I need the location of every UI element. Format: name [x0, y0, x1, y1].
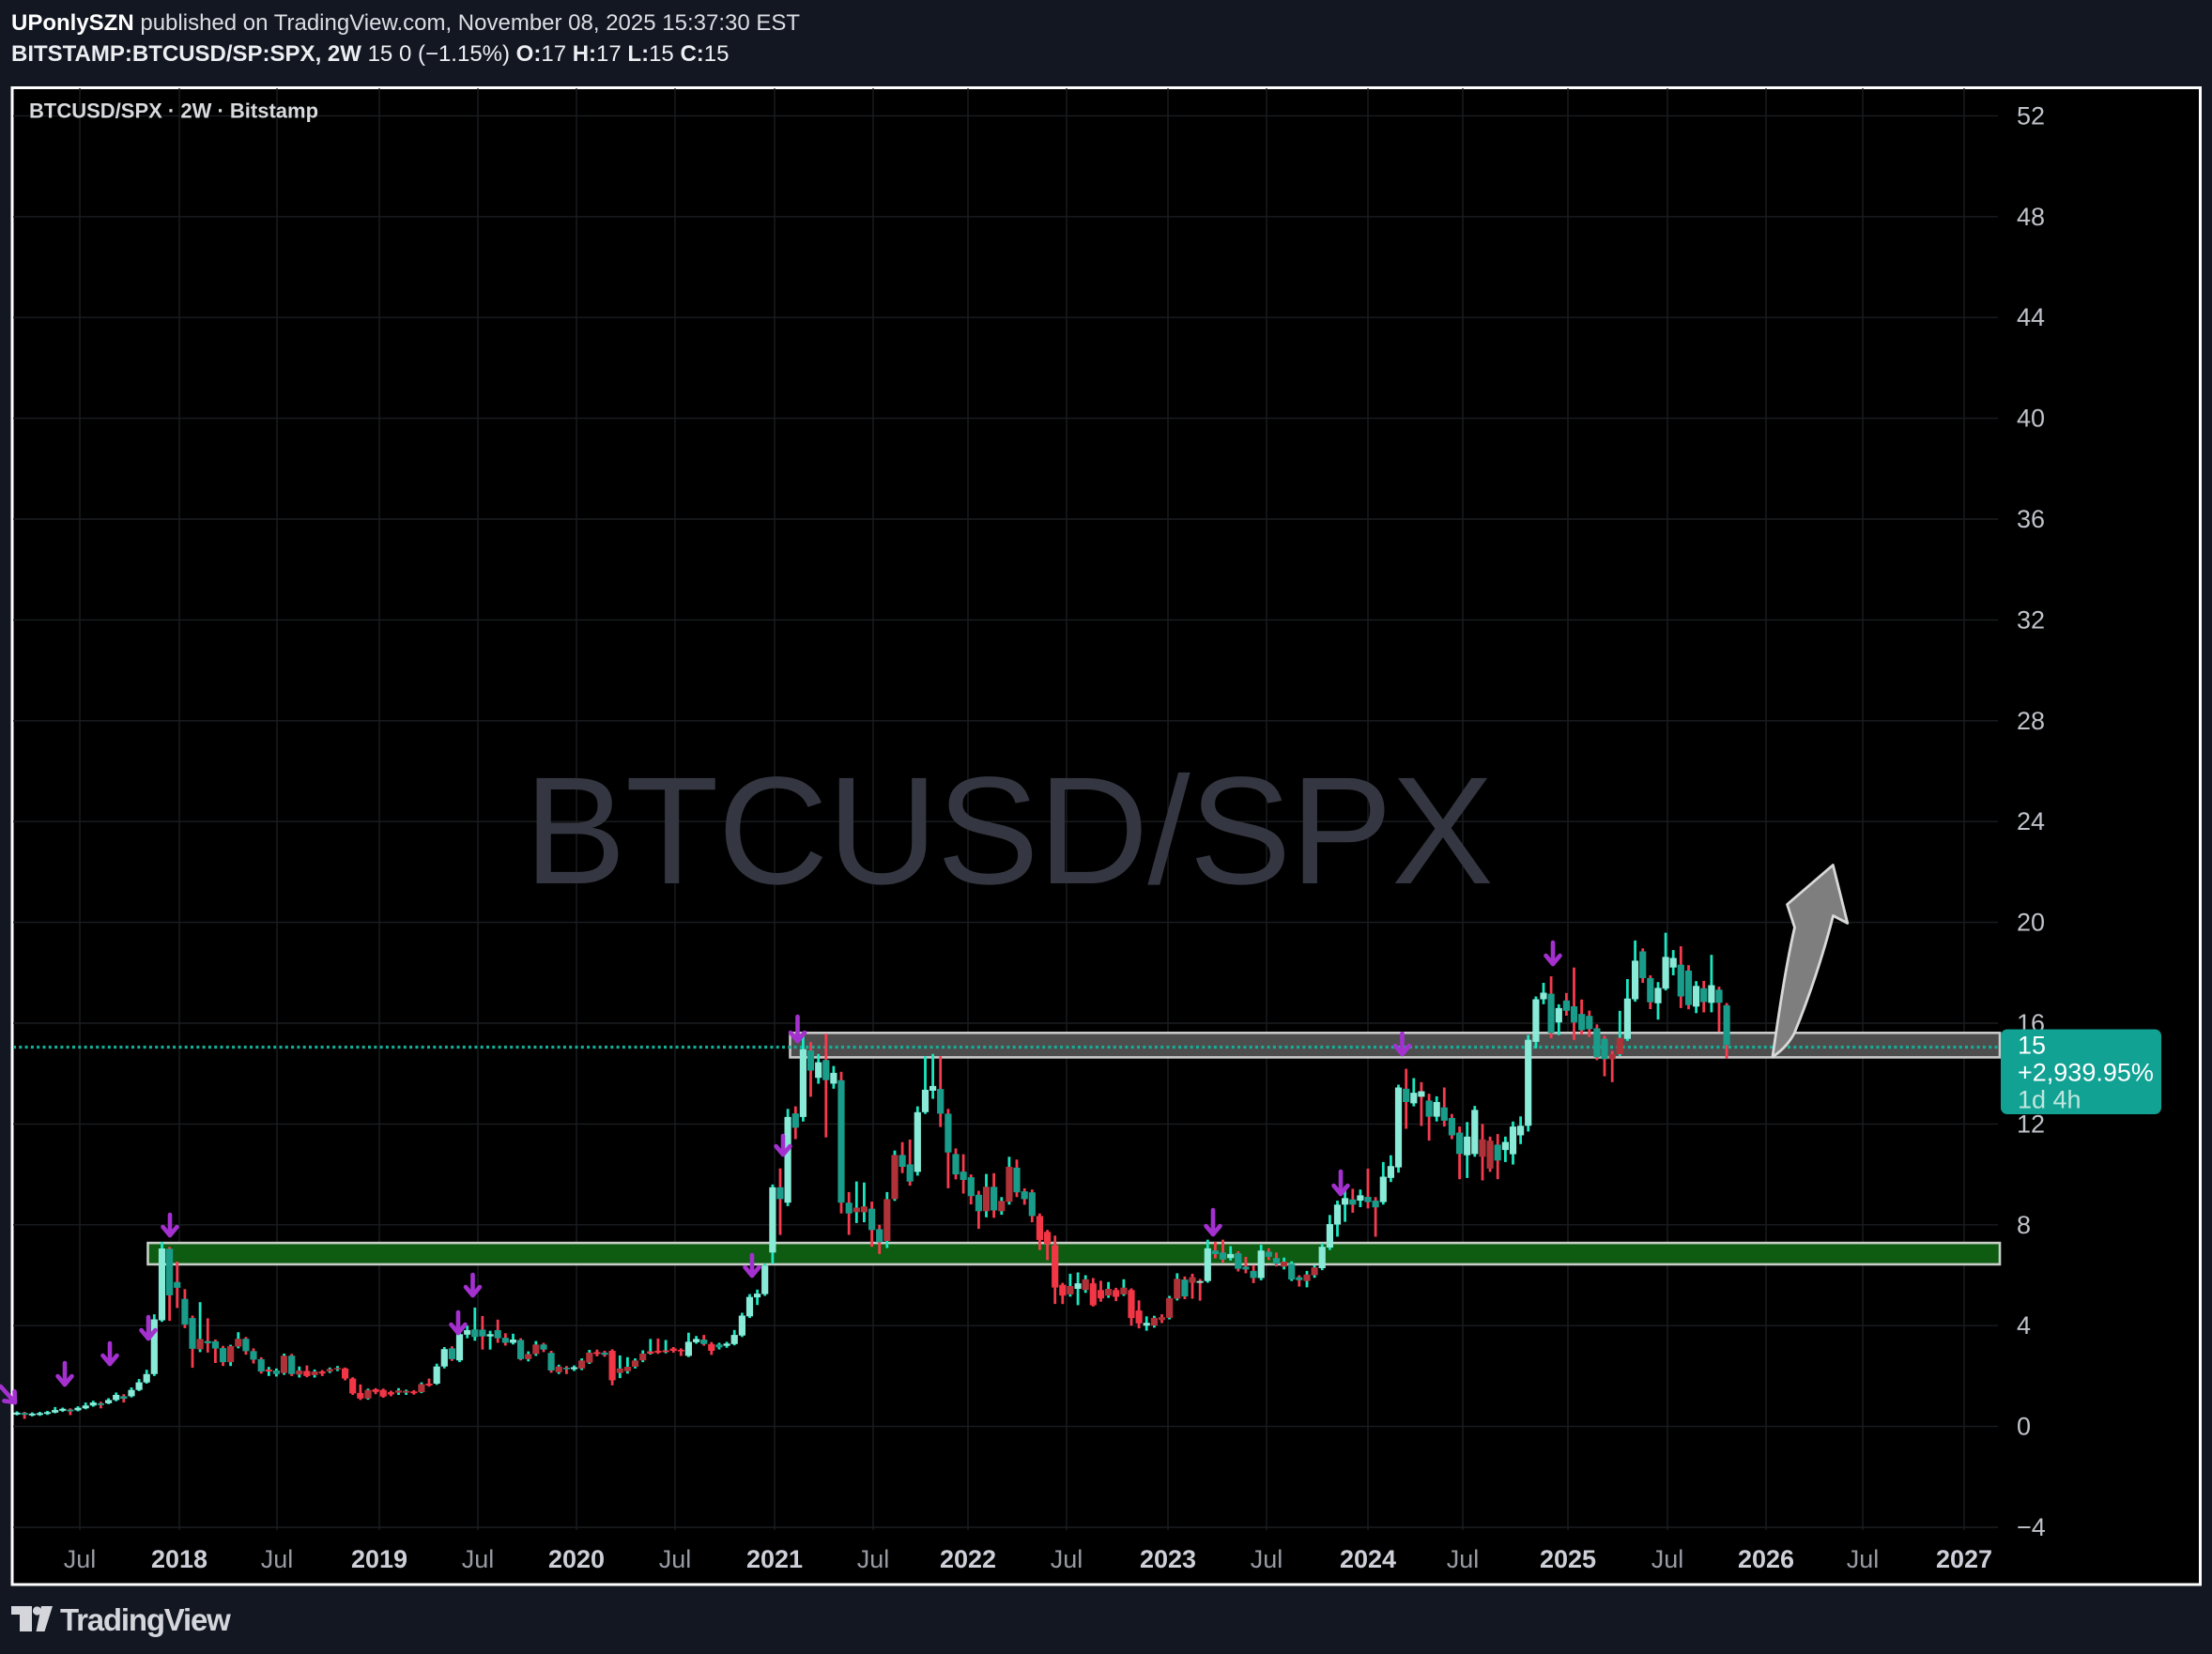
svg-text:Jul: Jul	[1051, 1545, 1083, 1573]
svg-text:2027: 2027	[1936, 1545, 1992, 1573]
svg-text:48: 48	[2017, 203, 2045, 231]
svg-text:0: 0	[2017, 1413, 2031, 1441]
svg-text:2020: 2020	[548, 1545, 605, 1573]
svg-text:24: 24	[2017, 807, 2045, 835]
svg-text:44: 44	[2017, 303, 2045, 331]
svg-text:Jul: Jul	[1651, 1545, 1684, 1573]
svg-text:BITSTAMP:BTCUSD/SP:SPX, 2W 15: BITSTAMP:BTCUSD/SP:SPX, 2W 15 0 (−1.15%)…	[11, 41, 729, 67]
svg-text:4: 4	[2017, 1311, 2031, 1340]
svg-text:Jul: Jul	[1447, 1545, 1480, 1573]
svg-text:8: 8	[2017, 1211, 2031, 1239]
svg-text:Jul: Jul	[261, 1545, 294, 1573]
svg-text:2023: 2023	[1140, 1545, 1196, 1573]
svg-text:Jul: Jul	[64, 1545, 97, 1573]
svg-text:1d 4h: 1d 4h	[2018, 1086, 2081, 1114]
svg-text:Jul: Jul	[659, 1545, 692, 1573]
svg-text:2022: 2022	[940, 1545, 996, 1573]
svg-text:28: 28	[2017, 707, 2045, 735]
svg-text:2025: 2025	[1540, 1545, 1596, 1573]
svg-text:2026: 2026	[1738, 1545, 1794, 1573]
svg-text:BTCUSD/SPX: BTCUSD/SPX	[524, 744, 1493, 916]
svg-text:40: 40	[2017, 405, 2045, 433]
svg-text:+2,939.95%: +2,939.95%	[2018, 1059, 2154, 1087]
svg-text:−4: −4	[2017, 1513, 2046, 1541]
svg-text:UPonlySZN published on Trading: UPonlySZN published on TradingView.com, …	[11, 10, 800, 36]
svg-text:2021: 2021	[746, 1545, 803, 1573]
svg-text:BTCUSD/SPX · 2W · Bitstamp: BTCUSD/SPX · 2W · Bitstamp	[29, 100, 318, 123]
svg-text:15: 15	[2018, 1032, 2046, 1060]
svg-text:20: 20	[2017, 909, 2045, 937]
svg-text:Jul: Jul	[1251, 1545, 1283, 1573]
svg-text:Jul: Jul	[1847, 1545, 1880, 1573]
svg-text:2019: 2019	[351, 1545, 407, 1573]
svg-text:TradingView: TradingView	[60, 1602, 231, 1637]
svg-text:36: 36	[2017, 505, 2045, 533]
svg-text:52: 52	[2017, 101, 2045, 130]
svg-text:2018: 2018	[151, 1545, 207, 1573]
svg-text:12: 12	[2017, 1110, 2045, 1138]
svg-text:32: 32	[2017, 605, 2045, 634]
svg-text:Jul: Jul	[462, 1545, 495, 1573]
svg-text:2024: 2024	[1340, 1545, 1396, 1573]
svg-text:Jul: Jul	[857, 1545, 890, 1573]
